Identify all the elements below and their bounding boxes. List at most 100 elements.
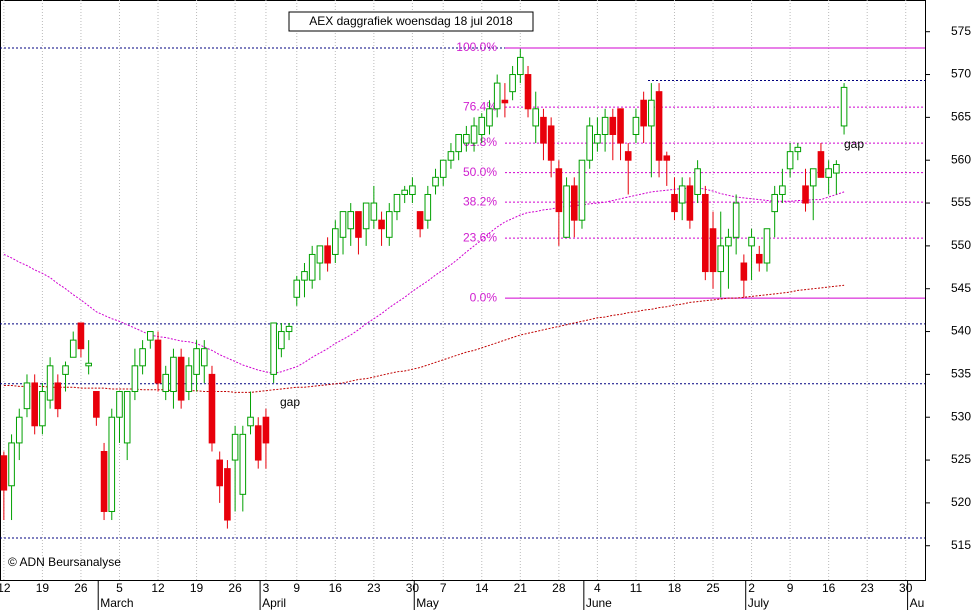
- candle-body: [509, 74, 516, 93]
- candle-body: [578, 159, 586, 221]
- y-tick-label: 530: [951, 409, 971, 423]
- candle-body: [732, 202, 740, 238]
- candle-body: [624, 151, 632, 161]
- annotation: gap: [280, 395, 300, 409]
- candle-body: [432, 176, 439, 187]
- candle-body: [493, 82, 501, 110]
- candle-body: [447, 151, 455, 161]
- candle-body: [31, 382, 38, 427]
- candle-body: [347, 211, 355, 230]
- x-tick-label: 9: [787, 581, 794, 595]
- month-label: July: [748, 596, 769, 610]
- candle-body: [170, 356, 177, 393]
- candle-body: [840, 86, 848, 127]
- x-tick-label: 2: [748, 581, 755, 595]
- x-tick-label: 16: [329, 581, 343, 595]
- candle-body: [116, 391, 123, 418]
- candle-body: [15, 416, 23, 444]
- candle-body: [39, 391, 46, 427]
- candle-body: [185, 365, 193, 393]
- candle-body: [262, 416, 270, 444]
- candle-body: [293, 279, 301, 298]
- y-tick-label: 570: [951, 67, 971, 81]
- y-tick-label: 515: [951, 538, 971, 552]
- x-tick-label: 25: [706, 581, 720, 595]
- month-label: May: [416, 596, 439, 610]
- candle-body: [478, 116, 486, 136]
- x-tick-label: 11: [630, 581, 643, 595]
- candle-body: [570, 185, 578, 221]
- candle-body: [694, 168, 701, 195]
- x-tick-label: 30: [406, 581, 420, 595]
- candle-body: [85, 362, 92, 367]
- candle-body: [702, 193, 709, 273]
- candle-body: [802, 185, 809, 204]
- y-tick-label: 555: [951, 195, 971, 209]
- candle-body: [663, 155, 671, 161]
- candle-body: [193, 348, 200, 375]
- candle-body: [486, 108, 493, 127]
- candle-body: [231, 433, 239, 461]
- candle-body: [208, 373, 216, 444]
- month-label: Au: [910, 596, 925, 610]
- y-tick-label: 565: [951, 110, 971, 124]
- candle-body: [640, 99, 647, 127]
- fib-label: 100.0%: [456, 40, 497, 54]
- x-tick-label: 21: [514, 581, 528, 595]
- annotation: gap: [844, 137, 864, 151]
- candle-body: [385, 211, 393, 238]
- candle-body: [409, 185, 416, 195]
- chart-title: AEX daggrafiek woensdag 18 jul 2018: [309, 14, 513, 28]
- x-tick-label: 5: [116, 581, 123, 595]
- candle-body: [177, 356, 185, 401]
- candle-body: [393, 193, 401, 213]
- candle-body: [586, 125, 593, 161]
- moving-average: [3, 284, 845, 393]
- x-tick-label: 7: [440, 581, 447, 595]
- y-tick-label: 540: [951, 324, 971, 338]
- candle-body: [69, 339, 77, 358]
- candle-body: [771, 193, 778, 213]
- x-tick-label: 19: [190, 581, 204, 595]
- candle-body: [424, 193, 432, 221]
- candle-body: [416, 211, 424, 230]
- month-label: April: [262, 596, 286, 610]
- candle-body: [308, 253, 316, 281]
- candle-body: [601, 116, 609, 136]
- candle-body: [370, 202, 378, 221]
- x-tick-label: 12: [0, 581, 11, 595]
- candle-body: [139, 348, 146, 367]
- candle-body: [455, 134, 462, 153]
- candle-body: [594, 134, 601, 144]
- y-tick-label: 560: [951, 152, 971, 166]
- candle-body: [463, 134, 470, 144]
- candle-body: [540, 116, 547, 144]
- candle-body: [62, 365, 69, 375]
- candle-body: [108, 416, 116, 512]
- candle-body: [678, 185, 686, 204]
- x-tick-label: 19: [36, 581, 50, 595]
- candle-body: [786, 151, 794, 170]
- candle-body: [740, 262, 748, 281]
- month-label: March: [100, 596, 133, 610]
- x-tick-label: 23: [861, 581, 875, 595]
- candle-body: [686, 185, 694, 221]
- candle-body: [316, 245, 324, 264]
- candle-body: [278, 331, 285, 350]
- candle-body: [0, 455, 8, 491]
- candle-body: [717, 245, 725, 273]
- candle-body: [809, 168, 817, 187]
- candle-body: [833, 163, 840, 174]
- x-tick-label: 30: [899, 581, 913, 595]
- candle-body: [709, 228, 717, 273]
- y-tick-label: 520: [951, 495, 971, 509]
- candle-body: [563, 185, 570, 238]
- fib-label: 50.0%: [463, 165, 497, 179]
- y-tick-label: 545: [951, 281, 971, 295]
- candle-body: [216, 459, 223, 487]
- y-tick-label: 550: [951, 238, 971, 252]
- candle-body: [401, 189, 408, 195]
- candle-body: [355, 211, 362, 238]
- candle-body: [555, 168, 563, 213]
